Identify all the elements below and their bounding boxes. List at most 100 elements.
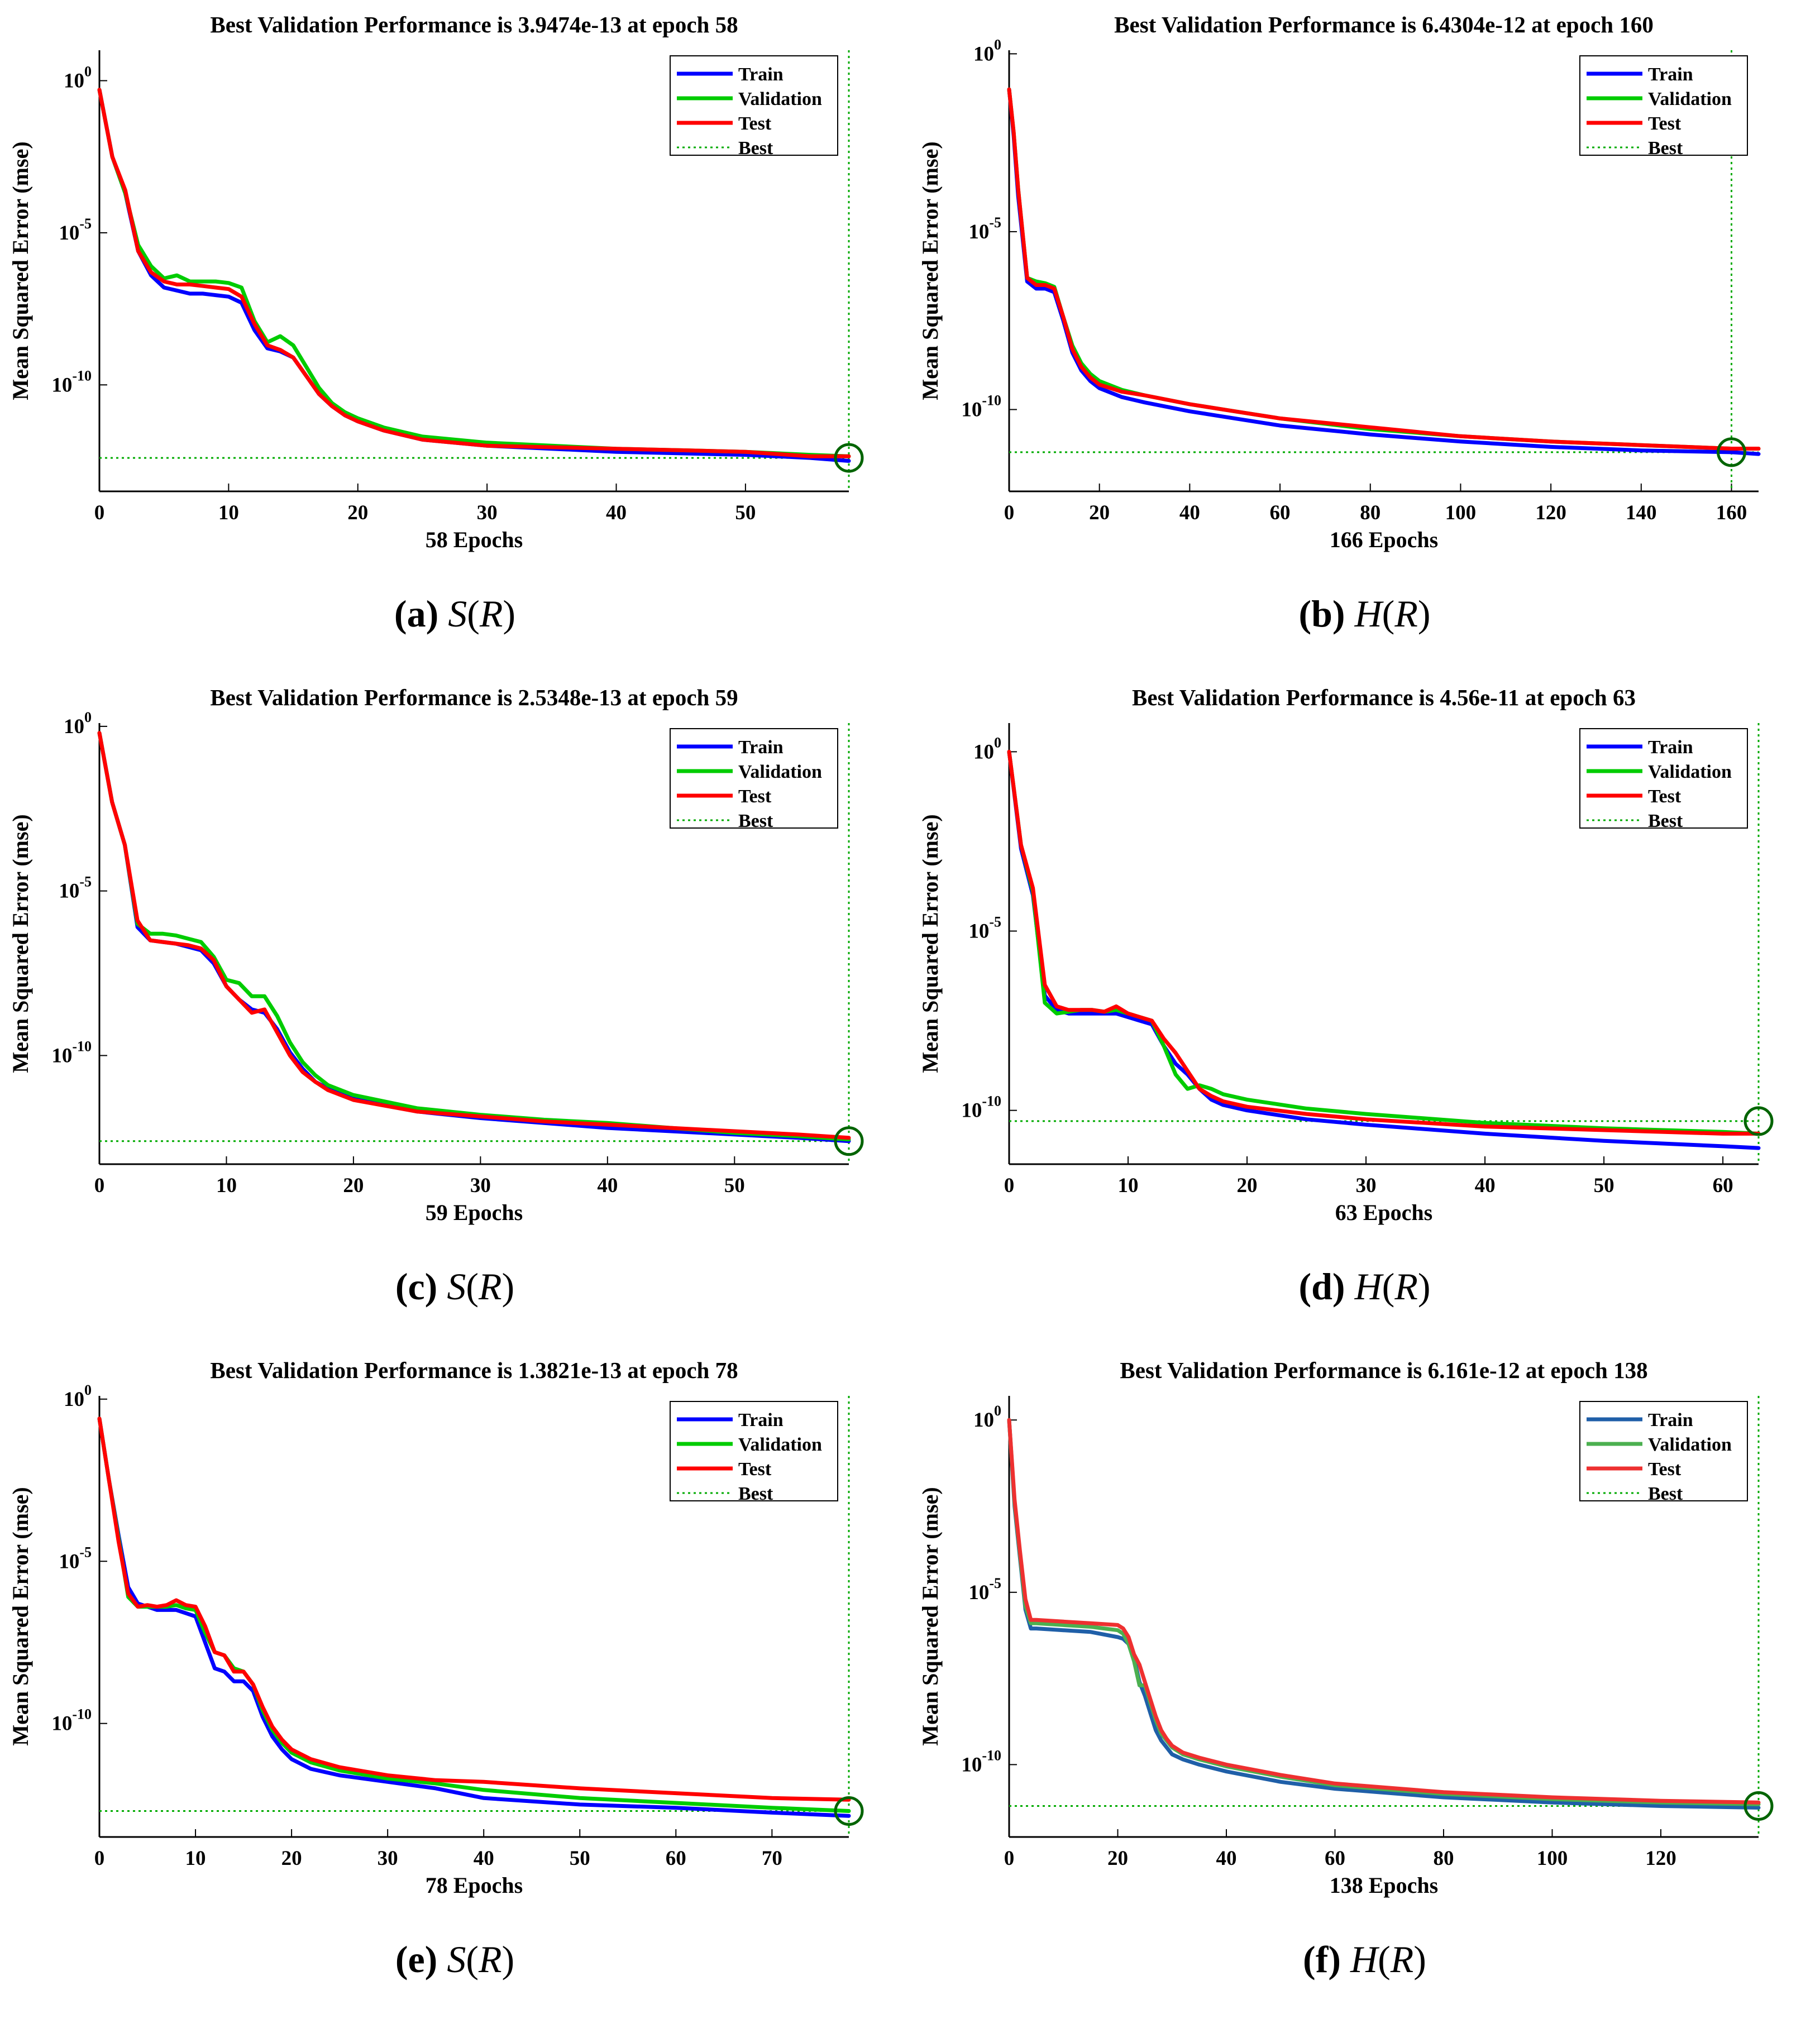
legend-label-train: Train: [1648, 1410, 1693, 1430]
x-tick-label: 60: [1325, 1847, 1345, 1870]
x-tick-label: 20: [343, 1174, 364, 1197]
x-axis-label: 78 Epochs: [426, 1873, 523, 1898]
y-tick-exponent: -5: [989, 914, 1001, 930]
chart-c: Best Validation Performance is 2.5348e-1…: [8, 685, 864, 1225]
legend-label-train: Train: [738, 737, 784, 758]
series-line-test: [1007, 1418, 1761, 1805]
chart-title: Best Validation Performance is 3.9474e-1…: [210, 12, 738, 37]
x-tick-label: 0: [1004, 1847, 1015, 1870]
best-point-marker: [1743, 1791, 1774, 1821]
best-point-marker: [834, 1126, 864, 1156]
x-tick-label: 120: [1645, 1847, 1676, 1870]
y-tick-exponent: 0: [84, 709, 92, 725]
caption-f-letter: (f): [1303, 1938, 1341, 1980]
y-tick-label: 100: [973, 734, 1001, 763]
y-tick-label: 10-10: [961, 1093, 1001, 1122]
x-tick-label: 100: [1445, 501, 1477, 524]
x-tick-label: 70: [762, 1847, 782, 1870]
panel-d: Best Validation Performance is 4.56e-11 …: [910, 673, 1819, 1346]
chart-title: Best Validation Performance is 1.3821e-1…: [210, 1357, 738, 1383]
y-tick-label: 10-5: [59, 216, 92, 245]
best-point-marker: [834, 443, 864, 473]
x-tick-label: 20: [1107, 1847, 1128, 1870]
caption-b: (b) H(R): [1298, 592, 1431, 635]
x-tick-label: 40: [474, 1847, 494, 1870]
legend-label-best: Best: [738, 811, 773, 831]
y-tick-label: 100: [973, 36, 1001, 65]
y-tick-label: 100: [64, 1382, 92, 1411]
y-tick-exponent: 0: [994, 734, 1001, 750]
panel-c: Best Validation Performance is 2.5348e-1…: [0, 673, 910, 1346]
y-tick-label: 10-10: [51, 1038, 92, 1067]
y-tick-exponent: -5: [989, 1575, 1001, 1591]
legend-label-best: Best: [1648, 811, 1683, 831]
best-point-marker: [1743, 1106, 1774, 1136]
best-point-marker: [834, 1796, 864, 1826]
y-axis-label: Mean Squared Error (mse): [918, 1487, 943, 1745]
x-tick-label: 40: [1179, 501, 1200, 524]
panel-a: Best Validation Performance is 3.9474e-1…: [0, 0, 910, 673]
caption-f-arg: R: [1390, 1938, 1414, 1980]
chart-title: Best Validation Performance is 2.5348e-1…: [210, 685, 738, 710]
chart-f: Best Validation Performance is 6.161e-12…: [918, 1357, 1774, 1898]
legend-label-train: Train: [1648, 737, 1693, 758]
x-axis-label: 63 Epochs: [1335, 1200, 1433, 1225]
x-tick-label: 0: [94, 1847, 105, 1870]
x-axis-label: 166 Epochs: [1330, 527, 1439, 552]
x-tick-label: 160: [1716, 501, 1747, 524]
legend-label-train: Train: [738, 1410, 784, 1430]
x-tick-label: 0: [1004, 1174, 1015, 1197]
y-tick-label: 10-5: [968, 214, 1001, 243]
y-tick-label: 10-5: [968, 1575, 1001, 1604]
caption-c-letter: (c): [395, 1265, 438, 1308]
x-tick-label: 20: [1089, 501, 1110, 524]
y-tick-label: 100: [973, 1403, 1001, 1432]
legend-label-best: Best: [1648, 138, 1683, 159]
x-tick-label: 40: [1475, 1174, 1496, 1197]
y-tick-exponent: 0: [994, 1403, 1001, 1419]
x-tick-label: 30: [477, 501, 498, 524]
caption-e-func: S: [447, 1938, 466, 1980]
legend-label-best: Best: [1648, 1484, 1683, 1504]
chart-e: Best Validation Performance is 1.3821e-1…: [8, 1357, 864, 1898]
y-tick-exponent: -5: [79, 874, 92, 890]
legend-label-test: Test: [1648, 113, 1682, 134]
legend-label-validation: Validation: [738, 89, 822, 109]
x-tick-label: 0: [94, 501, 105, 524]
series-line-validation: [1007, 749, 1761, 1136]
x-axis-label: 138 Epochs: [1330, 1873, 1439, 1898]
x-tick-label: 100: [1537, 1847, 1568, 1870]
caption-d-arg: R: [1394, 1265, 1418, 1308]
x-tick-label: 80: [1433, 1847, 1454, 1870]
legend-label-validation: Validation: [1648, 1434, 1732, 1455]
x-tick-label: 50: [570, 1847, 590, 1870]
x-axis-label: 59 Epochs: [426, 1200, 523, 1225]
caption-a-letter: (a): [394, 592, 439, 635]
legend-label-best: Best: [738, 138, 773, 159]
series-line-test: [97, 1417, 851, 1802]
series-line-test: [1007, 749, 1761, 1136]
caption-b-letter: (b): [1298, 592, 1345, 635]
x-tick-label: 20: [347, 501, 368, 524]
x-tick-label: 10: [185, 1847, 206, 1870]
chart-b: Best Validation Performance is 6.4304e-1…: [918, 12, 1761, 552]
series-line-test: [1007, 87, 1761, 451]
panel-b: Best Validation Performance is 6.4304e-1…: [910, 0, 1819, 673]
caption-e-letter: (e): [395, 1938, 438, 1980]
y-axis-label: Mean Squared Error (mse): [8, 141, 33, 400]
x-tick-label: 50: [1594, 1174, 1614, 1197]
chart-a: Best Validation Performance is 3.9474e-1…: [8, 12, 864, 552]
panel-f: Best Validation Performance is 6.161e-12…: [910, 1346, 1819, 2018]
x-tick-label: 40: [1216, 1847, 1236, 1870]
caption-e-arg: R: [478, 1938, 502, 1980]
legend-label-test: Test: [738, 1459, 772, 1480]
chart-d: Best Validation Performance is 4.56e-11 …: [918, 685, 1774, 1225]
y-tick-exponent: -5: [79, 1544, 92, 1560]
legend: Train Validation Test Best: [670, 728, 838, 831]
legend: Train Validation Test Best: [1579, 1401, 1748, 1504]
series-line-train: [1007, 1418, 1761, 1810]
caption-c-func: S: [447, 1265, 466, 1308]
x-tick-label: 120: [1535, 501, 1566, 524]
y-tick-exponent: 0: [84, 1382, 92, 1398]
legend-label-validation: Validation: [738, 762, 822, 782]
